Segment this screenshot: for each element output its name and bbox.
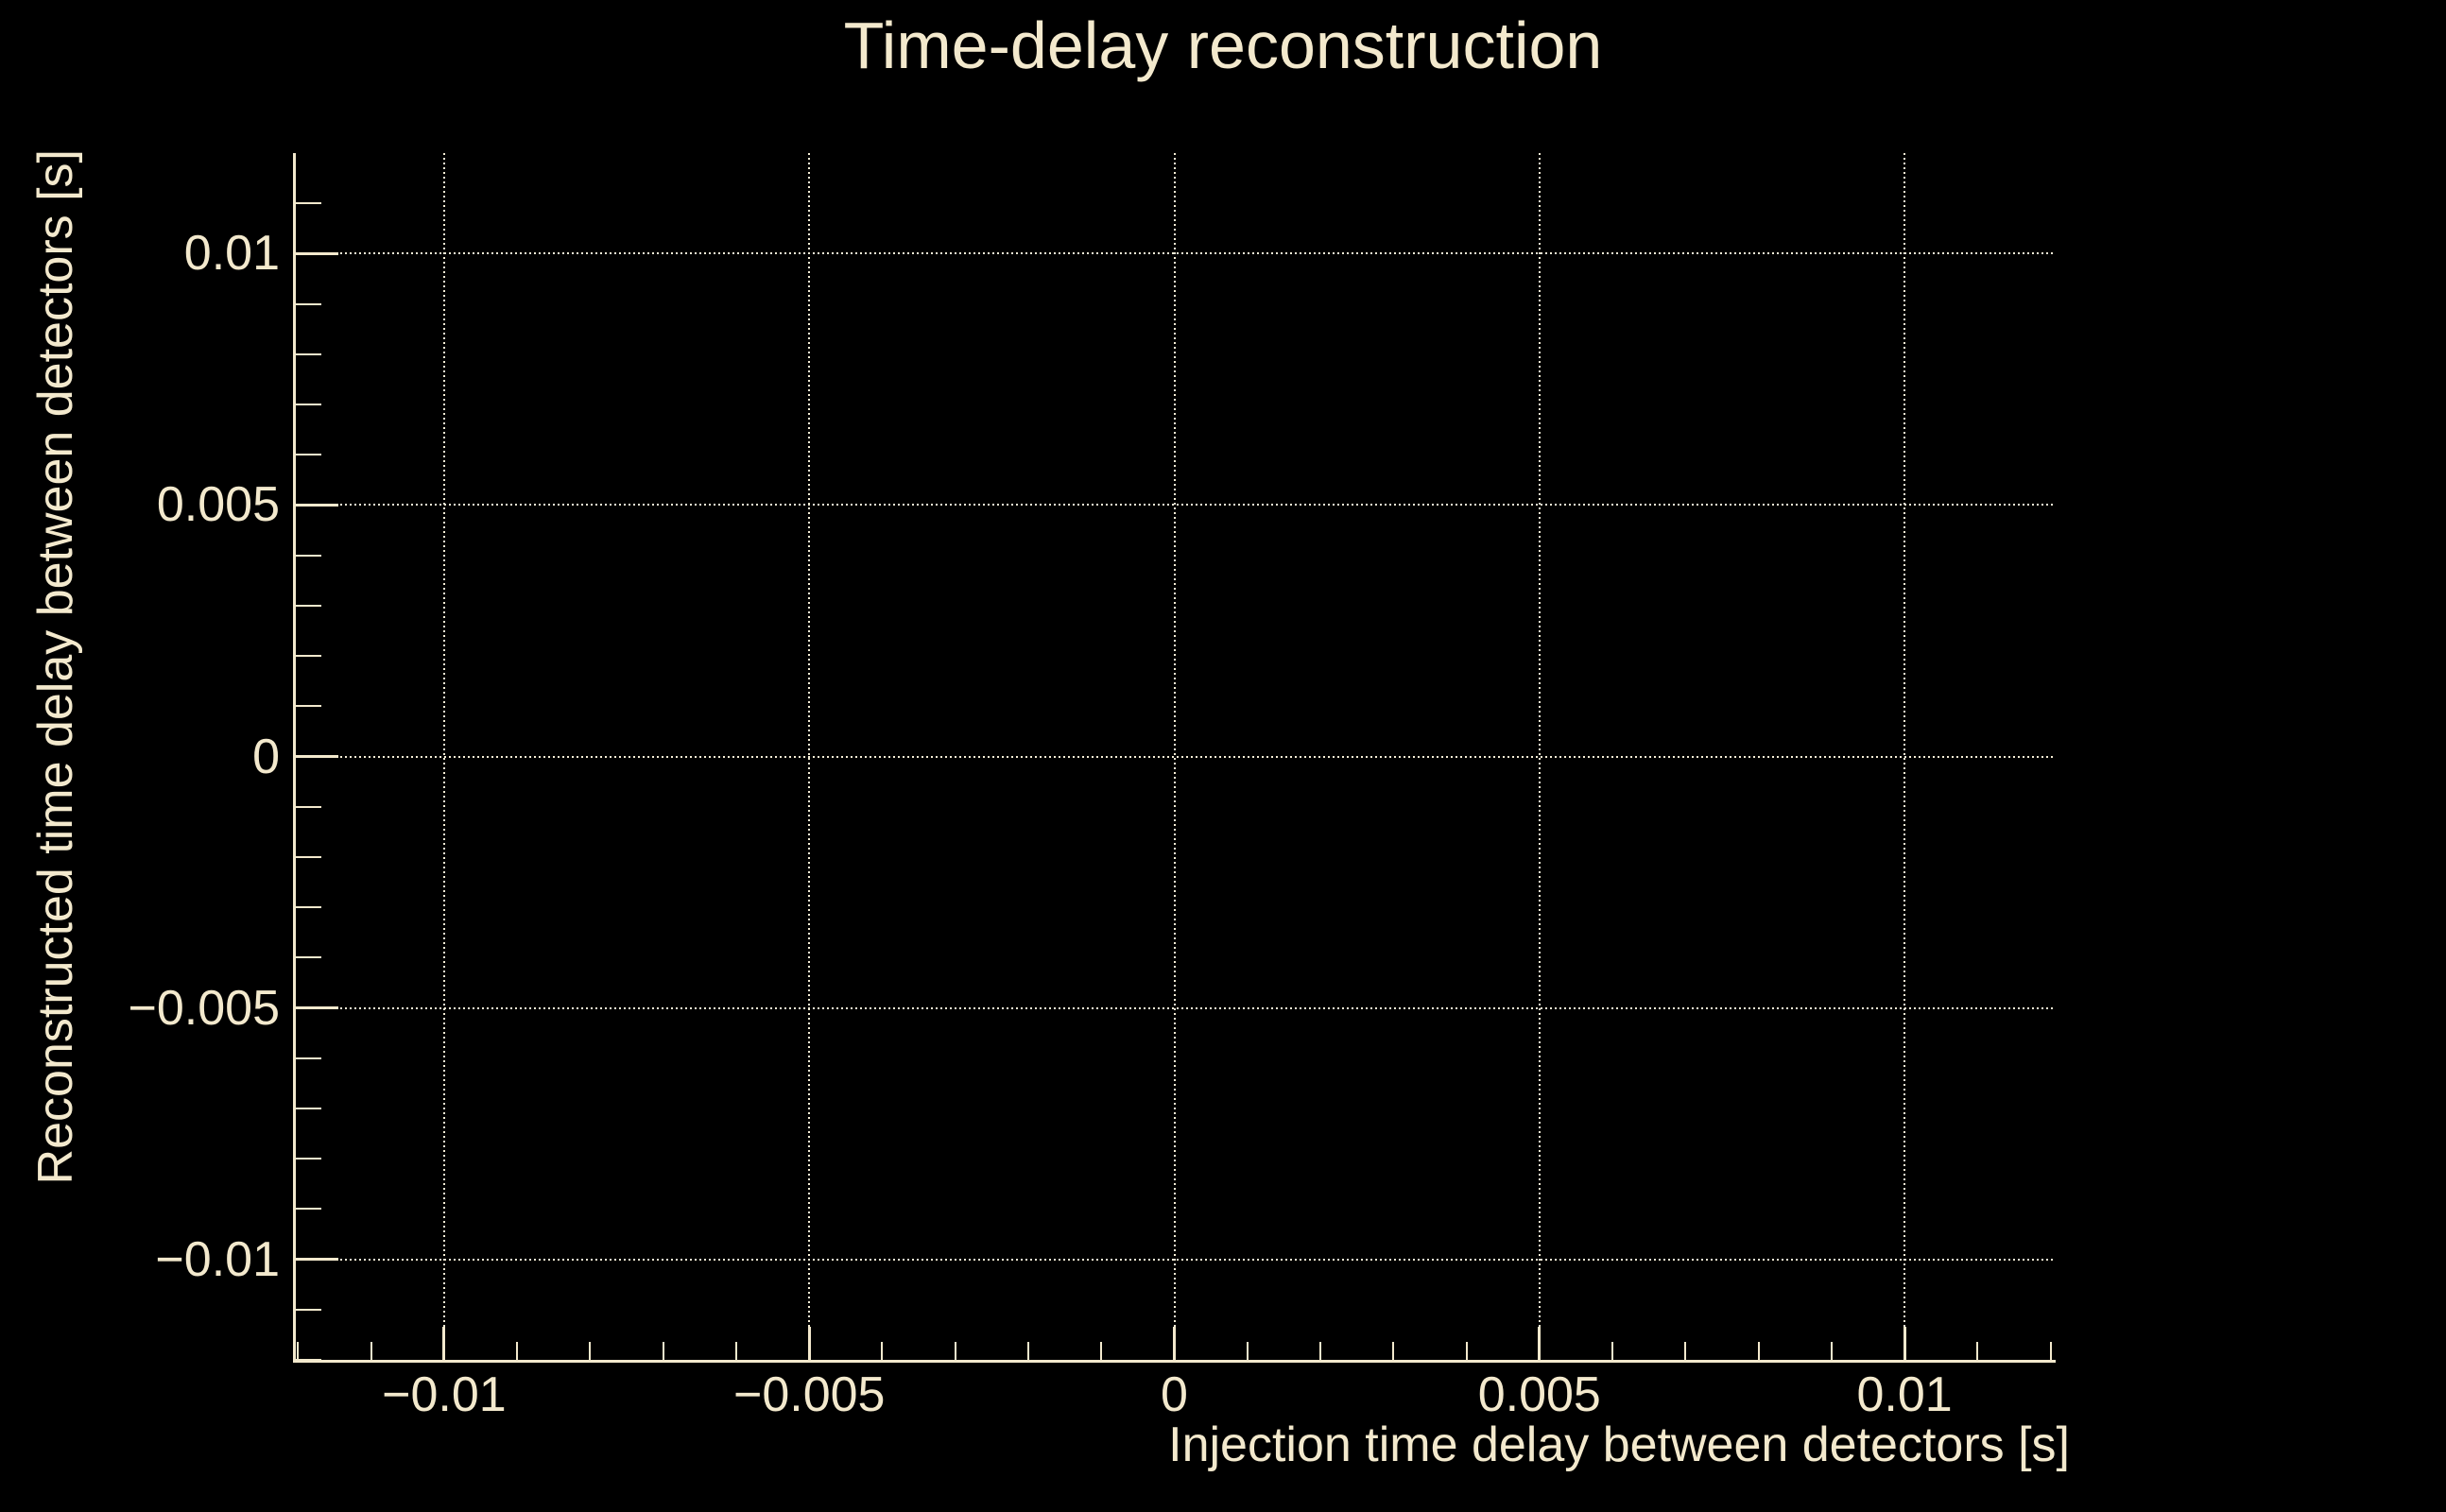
x-minor-tick [1684,1342,1687,1360]
x-minor-tick [1611,1342,1614,1360]
x-minor-tick [662,1342,664,1360]
x-major-tick [1903,1327,1906,1360]
y-minor-tick [293,855,321,858]
y-tick-label: −0.01 [155,1231,280,1287]
y-minor-tick [293,956,321,959]
x-tick-label: 0.005 [1477,1367,1601,1422]
y-minor-tick [293,805,321,808]
x-minor-tick [881,1342,884,1360]
x-minor-tick [589,1342,592,1360]
y-major-tick [293,1006,338,1010]
y-minor-tick [293,1158,321,1160]
y-minor-tick [293,1308,321,1311]
y-major-tick [293,755,338,758]
x-major-tick [442,1327,446,1360]
x-tick-label: 0 [1161,1367,1188,1422]
y-minor-tick [293,352,321,355]
y-minor-tick [293,705,321,708]
y-minor-tick [293,202,321,205]
x-minor-tick [370,1342,372,1360]
y-minor-tick [293,404,321,406]
y-tick-label: −0.005 [128,980,281,1036]
x-minor-tick [1465,1342,1468,1360]
y-minor-tick [293,604,321,607]
x-tick-label: −0.01 [382,1367,507,1422]
y-axis-line [293,153,296,1363]
y-minor-tick [293,454,321,456]
x-minor-tick [516,1342,519,1360]
y-gridline [293,1006,2056,1009]
y-gridline [293,504,2056,507]
x-major-tick [1173,1327,1176,1360]
y-minor-tick [293,1107,321,1109]
x-minor-tick [1100,1342,1103,1360]
y-minor-tick [293,1359,321,1361]
x-minor-tick [1392,1342,1395,1360]
x-tick-label: −0.005 [732,1367,886,1422]
x-minor-tick [1319,1342,1321,1360]
y-major-tick [293,1258,338,1262]
x-axis-line [293,1360,2056,1363]
y-minor-tick [293,554,321,557]
y-gridline [293,755,2056,758]
x-minor-tick [297,1342,300,1360]
x-minor-tick [954,1342,956,1360]
y-major-tick [293,503,338,507]
x-minor-tick [734,1342,737,1360]
y-tick-label: 0.005 [156,477,280,533]
x-tick-label: 0.01 [1856,1367,1953,1422]
x-minor-tick [2049,1342,2052,1360]
x-minor-tick [1976,1342,1979,1360]
x-major-tick [807,1327,811,1360]
x-minor-tick [1757,1342,1760,1360]
x-axis-title: Injection time delay between detectors [… [1168,1418,2070,1472]
x-major-tick [1538,1327,1542,1360]
x-minor-tick [1026,1342,1029,1360]
y-minor-tick [293,655,321,658]
x-minor-tick [1830,1342,1833,1360]
y-minor-tick [293,1208,321,1211]
y-tick-label: 0 [252,729,280,784]
y-gridline [293,1258,2056,1261]
y-gridline [293,252,2056,255]
chart-title: Time-delay reconstruction [843,9,1603,82]
y-minor-tick [293,1057,321,1059]
y-minor-tick [293,302,321,305]
y-tick-label: 0.01 [183,226,280,282]
x-minor-tick [1246,1342,1249,1360]
y-major-tick [293,251,338,255]
y-minor-tick [293,906,321,909]
